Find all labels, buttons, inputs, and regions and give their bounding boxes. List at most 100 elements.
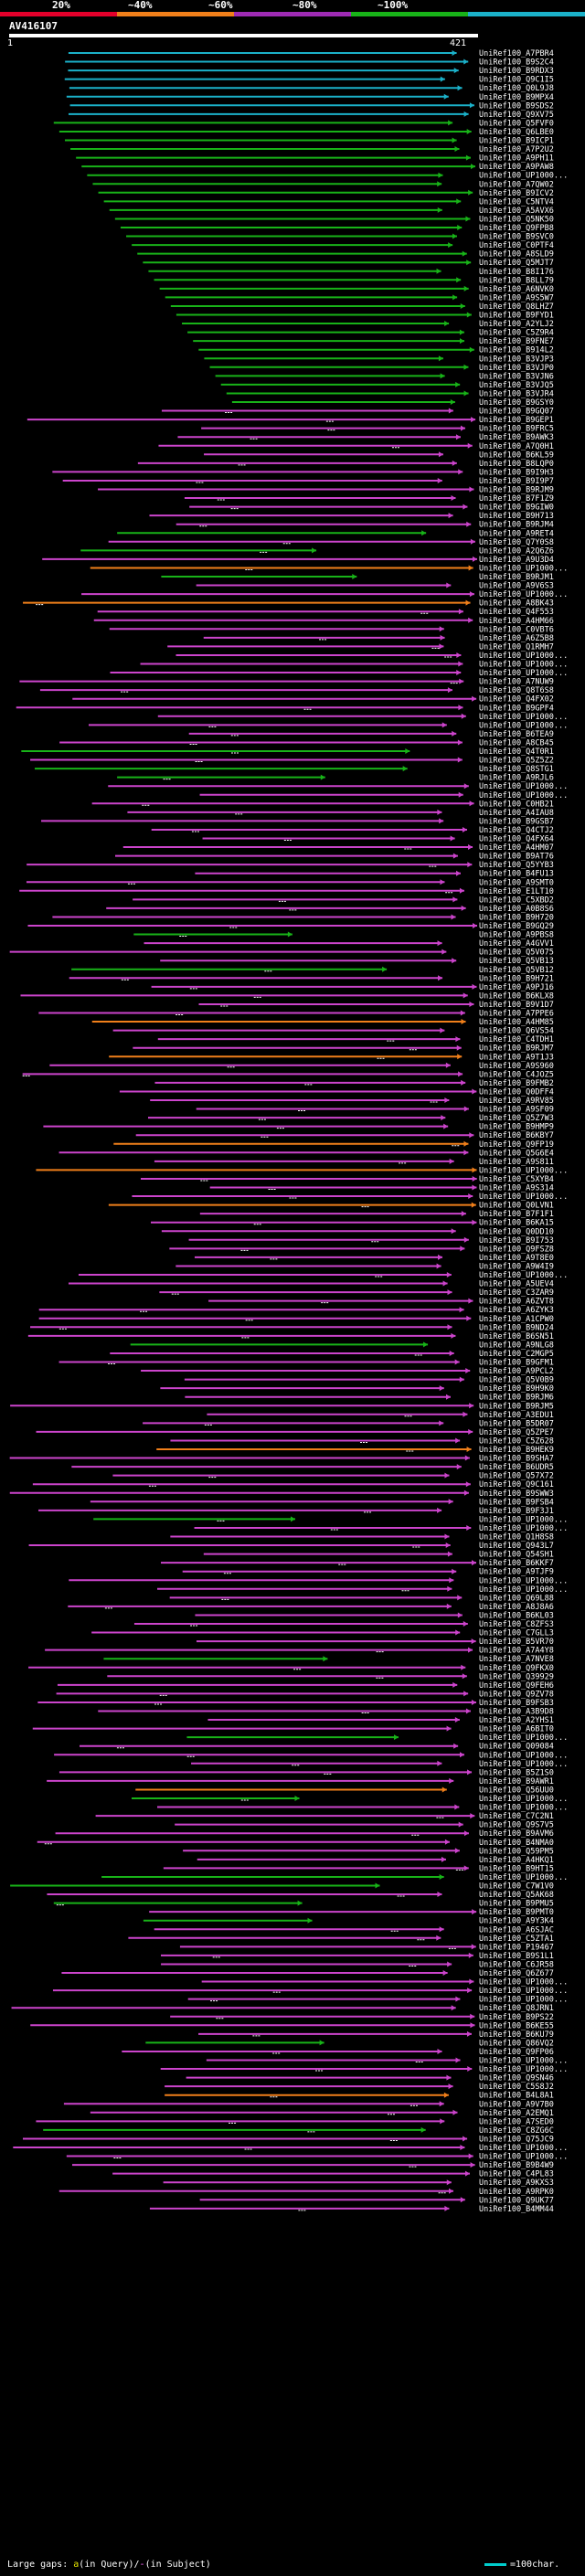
hit-row[interactable]: UniRef100_Q5Z7W3 bbox=[147, 1114, 554, 1123]
hit-row[interactable]: UniRef100_Q5ZPE7 bbox=[36, 1428, 554, 1437]
hit-row[interactable]: UniRef100_A8J8A6 bbox=[68, 1603, 554, 1612]
hit-label[interactable]: UniRef100_Q5G6E4 bbox=[479, 1149, 554, 1158]
hit-row[interactable]: UniRef100_Q5V0B9 bbox=[184, 1376, 554, 1385]
hit-label[interactable]: UniRef100_UP1000... bbox=[479, 1733, 568, 1743]
hit-row[interactable]: UniRef100_B9RJM5 bbox=[10, 1402, 554, 1411]
hit-label[interactable]: UniRef100_UP1000... bbox=[479, 1524, 568, 1533]
hit-label[interactable]: UniRef100_Q4FX02 bbox=[479, 695, 554, 705]
hit-label[interactable]: UniRef100_Q8LHZ7 bbox=[479, 302, 554, 312]
hit-row[interactable]: UniRef100_B9PMU5 bbox=[53, 1900, 554, 1909]
hit-row[interactable]: UniRef100_B9I753 bbox=[188, 1236, 554, 1246]
hit-row[interactable]: UniRef100_A2Q6Z6 bbox=[80, 546, 554, 556]
hit-row[interactable]: UniRef100_B9H713 bbox=[149, 512, 554, 521]
hit-row[interactable]: UniRef100_A7A4Y8 bbox=[45, 1647, 554, 1656]
hit-row[interactable]: UniRef100_B9GEP1 bbox=[27, 416, 554, 425]
hit-label[interactable]: UniRef100_B9B4W9 bbox=[479, 2161, 554, 2170]
hit-label[interactable]: UniRef100_Q0DD10 bbox=[479, 1227, 554, 1236]
hit-label[interactable]: UniRef100_B9RJM9 bbox=[479, 486, 554, 495]
hit-row[interactable]: UniRef100_UP1000... bbox=[206, 2057, 568, 2066]
hit-row[interactable]: UniRef100_Q54SH1 bbox=[203, 1551, 554, 1560]
hit-row[interactable]: UniRef100_A9RET4 bbox=[117, 529, 554, 538]
hit-label[interactable]: UniRef100_Q5YYB3 bbox=[479, 861, 554, 870]
hit-row[interactable]: UniRef100_UP1000... bbox=[199, 791, 569, 800]
hit-row[interactable]: UniRef100_UP1000... bbox=[187, 1996, 569, 2005]
hit-label[interactable]: UniRef100_Q5VB12 bbox=[479, 966, 554, 975]
hit-label[interactable]: UniRef100_A9PBS8 bbox=[479, 931, 554, 940]
hit-label[interactable]: UniRef100_UP1000... bbox=[479, 1751, 568, 1760]
hit-label[interactable]: UniRef100_Q57X72 bbox=[479, 1472, 554, 1481]
hit-row[interactable]: UniRef100_B5VR70 bbox=[196, 1638, 554, 1647]
hit-label[interactable]: UniRef100_C0HB21 bbox=[479, 800, 554, 809]
hit-label[interactable]: UniRef100_B9AVM6 bbox=[479, 1829, 554, 1839]
hit-row[interactable]: UniRef100_B6KE55 bbox=[30, 2021, 554, 2030]
hit-label[interactable]: UniRef100_C7C2N1 bbox=[479, 1812, 554, 1821]
hit-row[interactable]: UniRef100_Q9FKX0 bbox=[28, 1664, 554, 1673]
hit-row[interactable]: UniRef100_B9S2C4 bbox=[65, 58, 554, 68]
hit-row[interactable]: UniRef100_B9F3J1 bbox=[38, 1507, 554, 1516]
hit-label[interactable]: UniRef100_UP1000... bbox=[479, 2144, 568, 2153]
hit-row[interactable]: UniRef100_A4IAU8 bbox=[127, 809, 554, 818]
hit-row[interactable]: UniRef100_Q9FP06 bbox=[122, 2048, 554, 2057]
hit-label[interactable]: UniRef100_B4NMA0 bbox=[479, 1839, 554, 1848]
hit-label[interactable]: UniRef100_A9RPK0 bbox=[479, 2188, 554, 2197]
hit-row[interactable]: UniRef100_B8LL79 bbox=[154, 276, 554, 285]
hit-label[interactable]: UniRef100_A8CB45 bbox=[479, 738, 554, 747]
hit-label[interactable]: UniRef100_A8BK43 bbox=[479, 599, 554, 609]
hit-label[interactable]: UniRef100_B9HEK9 bbox=[479, 1446, 554, 1455]
hit-label[interactable]: UniRef100_UP1000... bbox=[479, 1987, 568, 1996]
hit-label[interactable]: UniRef100_UP1000... bbox=[479, 791, 568, 800]
hit-row[interactable]: UniRef100_B9GPF4 bbox=[16, 704, 554, 713]
hit-label[interactable]: UniRef100_Q56UU0 bbox=[479, 1786, 554, 1795]
hit-row[interactable]: UniRef100_Q8T6S8 bbox=[39, 686, 554, 695]
hit-label[interactable]: UniRef100_A2EMQ1 bbox=[479, 2109, 554, 2118]
hit-row[interactable]: UniRef100_C5ZTA1 bbox=[128, 1935, 554, 1944]
hit-label[interactable]: UniRef100_C7GLL3 bbox=[479, 1629, 554, 1638]
hit-label[interactable]: UniRef100_A9W4I9 bbox=[479, 1262, 554, 1271]
hit-label[interactable]: UniRef100_B9SDS2 bbox=[479, 101, 554, 111]
hit-label[interactable]: UniRef100_B9AWK3 bbox=[479, 433, 554, 442]
hit-row[interactable]: UniRef100_B4MM44 bbox=[149, 2205, 554, 2214]
hit-label[interactable]: UniRef100_B6KU79 bbox=[479, 2030, 554, 2040]
hit-row[interactable]: UniRef100_Q4FX02 bbox=[72, 695, 554, 705]
hit-row[interactable]: UniRef100_UP1000... bbox=[69, 1576, 568, 1585]
hit-row[interactable]: UniRef100_UP1000... bbox=[157, 1585, 568, 1595]
hit-label[interactable]: UniRef100_C4JOZ5 bbox=[479, 1070, 554, 1079]
hit-label[interactable]: UniRef100_B6KL59 bbox=[479, 451, 554, 460]
hit-row[interactable]: UniRef100_UP1000... bbox=[108, 782, 568, 791]
hit-row[interactable]: UniRef100_A6NVK0 bbox=[159, 285, 554, 294]
hit-label[interactable]: UniRef100_UP1000... bbox=[479, 172, 568, 181]
hit-label[interactable]: UniRef100_C5Z9R4 bbox=[479, 329, 554, 338]
hit-label[interactable]: UniRef100_B9GPF4 bbox=[479, 704, 554, 713]
hit-label[interactable]: UniRef100_UP1000... bbox=[479, 1795, 568, 1804]
hit-label[interactable]: UniRef100_A9S811 bbox=[479, 1158, 554, 1167]
hit-label[interactable]: UniRef100_A6ZVT8 bbox=[479, 1298, 554, 1307]
hit-label[interactable]: UniRef100_A9RET4 bbox=[479, 529, 554, 538]
hit-row[interactable]: UniRef100_B9H9K0 bbox=[160, 1384, 554, 1394]
hit-row[interactable]: UniRef100_A5UEV4 bbox=[68, 1280, 554, 1289]
hit-label[interactable]: UniRef100_A6NVK0 bbox=[479, 285, 554, 294]
hit-label[interactable]: UniRef100_Q4T0R1 bbox=[479, 747, 554, 757]
hit-row[interactable]: UniRef100_Q5VB13 bbox=[160, 957, 554, 966]
hit-row[interactable]: UniRef100_B7F1Z9 bbox=[184, 494, 554, 504]
hit-row[interactable]: UniRef100_A9SMT0 bbox=[26, 878, 554, 887]
hit-row[interactable]: UniRef100_Q0DD10 bbox=[161, 1227, 554, 1236]
hit-label[interactable]: UniRef100_B3VJP3 bbox=[479, 355, 554, 364]
hit-row[interactable]: UniRef100_Q5AK68 bbox=[47, 1891, 554, 1900]
hit-label[interactable]: UniRef100_B9FYD1 bbox=[479, 312, 554, 321]
hit-row[interactable]: UniRef100_Q5G6E4 bbox=[58, 1149, 554, 1158]
hit-label[interactable]: UniRef100_B9HT15 bbox=[479, 1864, 554, 1873]
hit-row[interactable]: UniRef100_A9PH11 bbox=[76, 154, 554, 164]
hit-row[interactable]: UniRef100_A9TJF9 bbox=[182, 1568, 554, 1577]
hit-label[interactable]: UniRef100_C5XBD2 bbox=[479, 896, 554, 905]
hit-row[interactable]: UniRef100_B3VJP3 bbox=[204, 355, 554, 364]
hit-row[interactable]: UniRef100_B6KA15 bbox=[150, 1219, 554, 1228]
hit-row[interactable]: UniRef100_B6KLX8 bbox=[20, 991, 554, 1001]
hit-row[interactable]: UniRef100_A4GVV1 bbox=[144, 939, 554, 949]
hit-label[interactable]: UniRef100_B8LL79 bbox=[479, 276, 554, 285]
hit-label[interactable]: UniRef100_A2YHS1 bbox=[479, 1716, 554, 1725]
hit-row[interactable]: UniRef100_Q9C161 bbox=[32, 1480, 554, 1489]
hit-row[interactable]: UniRef100_B9PMT0 bbox=[149, 1908, 554, 1917]
hit-row[interactable]: UniRef100_C0VBT6 bbox=[109, 625, 554, 634]
hit-label[interactable]: UniRef100_B9ICV2 bbox=[479, 189, 554, 198]
hit-label[interactable]: UniRef100_A4HM07 bbox=[479, 843, 554, 853]
